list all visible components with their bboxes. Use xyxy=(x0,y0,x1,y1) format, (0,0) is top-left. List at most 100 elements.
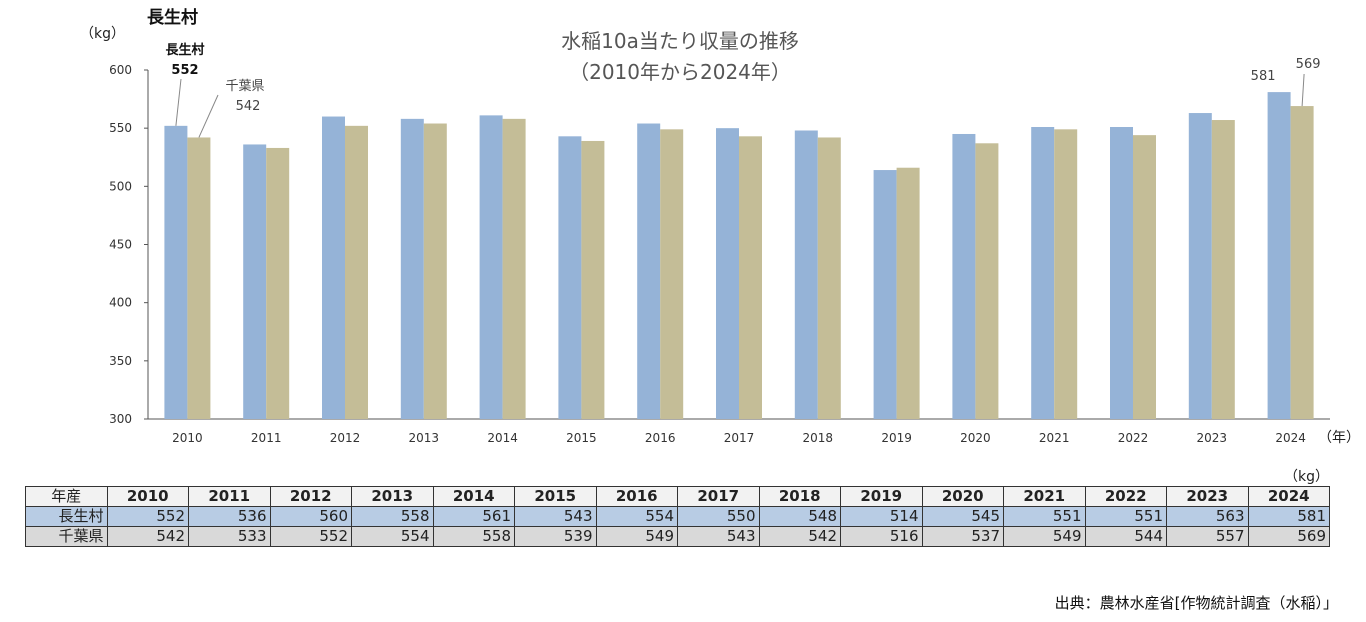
bar-chiba xyxy=(739,136,762,419)
table-cell: 550 xyxy=(677,506,760,527)
chart-title-line1: 水稲10a当たり収量の推移 xyxy=(561,29,799,53)
x-tick-label: 2011 xyxy=(251,431,282,445)
table-year-header: 2012 xyxy=(269,486,352,507)
y-tick-label: 600 xyxy=(109,63,132,77)
bar-chiba xyxy=(502,118,526,420)
bar-chosei xyxy=(873,170,897,419)
x-tick-label: 2020 xyxy=(960,431,991,445)
x-tick-label: 2012 xyxy=(330,431,361,445)
bar-chosei xyxy=(1267,92,1291,419)
table-cell: 516 xyxy=(840,526,923,547)
x-tick-label: 2010 xyxy=(172,431,203,445)
table-cell: 569 xyxy=(1247,526,1330,547)
bar-chiba xyxy=(660,129,684,419)
bar-chosei xyxy=(164,125,188,419)
bar-chiba xyxy=(187,137,211,419)
table-year-header: 2018 xyxy=(758,486,841,507)
table-unit: （kg） xyxy=(1284,469,1329,485)
bar-chosei xyxy=(243,144,267,419)
table-cell: 554 xyxy=(351,526,434,547)
table-cell: 544 xyxy=(1084,526,1167,547)
x-tick-label: 2019 xyxy=(881,431,912,445)
table-year-header: 2022 xyxy=(1084,486,1167,507)
page-title: 長生村 xyxy=(147,8,198,28)
table-year-header: 2024 xyxy=(1247,486,1330,507)
source-note: 出典：農林水産省[作物統計調査（水稲）」 xyxy=(1054,594,1338,612)
y-tick-label: 300 xyxy=(109,412,132,426)
data-label: 569 xyxy=(1296,57,1321,72)
annotation-label: 千葉県 xyxy=(225,79,264,94)
bar-chosei xyxy=(1188,113,1212,419)
table-cell: 563 xyxy=(1166,506,1249,527)
table-year-header: 2014 xyxy=(432,486,515,507)
data-table: 年産 2010 2011 2012 2013 2014 2015 2016 2017 2018 2… xyxy=(25,486,1330,547)
annotation-label: 長生村 xyxy=(165,42,204,58)
table-cell: 536 xyxy=(188,506,271,527)
table-cell: 552 xyxy=(106,506,189,527)
bar-chosei xyxy=(716,128,739,419)
x-tick-label: 2023 xyxy=(1197,431,1228,445)
table-year-header: 2010 xyxy=(106,486,189,507)
bar-chiba xyxy=(975,143,999,420)
table-year-header: 2020 xyxy=(921,486,1004,507)
table-row-label: 長生村 xyxy=(25,506,108,527)
table-cell: 557 xyxy=(1166,526,1249,547)
table-cell: 549 xyxy=(595,526,678,547)
bar-chiba xyxy=(423,123,447,419)
table-year-header: 2013 xyxy=(351,486,434,507)
table-cell: 558 xyxy=(351,506,434,527)
bar-chiba xyxy=(896,167,920,419)
table-cell: 537 xyxy=(921,526,1004,547)
chart-title-line2: （2010年から2024年） xyxy=(569,60,791,84)
bar-chosei xyxy=(1031,127,1055,420)
table-year-header: 2015 xyxy=(514,486,597,507)
bar-chart: 水稲10a当たり収量の推移 （2010年から2024年） （kg） （年） 30… xyxy=(80,26,1360,446)
annotation-value: 552 xyxy=(171,63,198,78)
bar-chosei xyxy=(558,136,582,419)
table-cell: 560 xyxy=(269,506,352,527)
x-tick-label: 2016 xyxy=(645,431,676,445)
table-cell: 561 xyxy=(432,506,515,527)
table-cell: 552 xyxy=(269,526,352,547)
bar-chosei xyxy=(794,130,818,419)
table-row-chosei: 長生村 552 536 560 558 561 543 554 550 548 514 545 551… xyxy=(25,506,1330,527)
bar-chiba xyxy=(1133,135,1156,419)
bar-chosei xyxy=(1110,127,1133,420)
y-tick-label: 500 xyxy=(109,179,132,193)
table-cell: 581 xyxy=(1247,506,1330,527)
table-row-chiba: 千葉県 542 533 552 554 558 539 549 543 542 516 537 549… xyxy=(25,526,1330,547)
x-tick-label: 2022 xyxy=(1118,431,1149,445)
table-cell: 558 xyxy=(432,526,515,547)
table-row-label: 千葉県 xyxy=(25,526,108,547)
annotation-leader xyxy=(198,94,219,138)
table-year-header: 2019 xyxy=(840,486,923,507)
table-cell: 554 xyxy=(595,506,678,527)
bar-chosei xyxy=(479,115,503,420)
table-cell: 551 xyxy=(1084,506,1167,527)
x-axis-unit: （年） xyxy=(1318,430,1360,446)
bar-chosei xyxy=(400,118,424,420)
table-cell: 543 xyxy=(677,526,760,547)
plot-area: 300 350 400 450 500 550 600 2010 2011 2012 2013 201… xyxy=(109,42,1330,445)
x-tick-label: 2015 xyxy=(566,431,597,445)
annotation-value: 542 xyxy=(236,99,261,114)
table-year-header: 2017 xyxy=(677,486,760,507)
bar-chiba xyxy=(1211,120,1235,420)
bar-chiba xyxy=(266,147,290,419)
table-cell: 549 xyxy=(1003,526,1086,547)
y-tick-label: 400 xyxy=(109,296,132,310)
table-header-label: 年産 xyxy=(25,486,108,507)
table-cell: 542 xyxy=(106,526,189,547)
table-year-header: 2016 xyxy=(595,486,678,507)
table-cell: 543 xyxy=(514,506,597,527)
bar-chiba xyxy=(345,125,368,419)
table-year-header: 2021 xyxy=(1003,486,1086,507)
y-tick-label: 350 xyxy=(109,354,132,368)
table-cell: 542 xyxy=(758,526,841,547)
x-tick-label: 2013 xyxy=(409,431,440,445)
bar-chiba xyxy=(817,137,841,419)
x-tick-label: 2024 xyxy=(1275,431,1306,445)
table-cell: 551 xyxy=(1003,506,1086,527)
table-cell: 545 xyxy=(921,506,1004,527)
bar-chosei xyxy=(952,133,976,419)
